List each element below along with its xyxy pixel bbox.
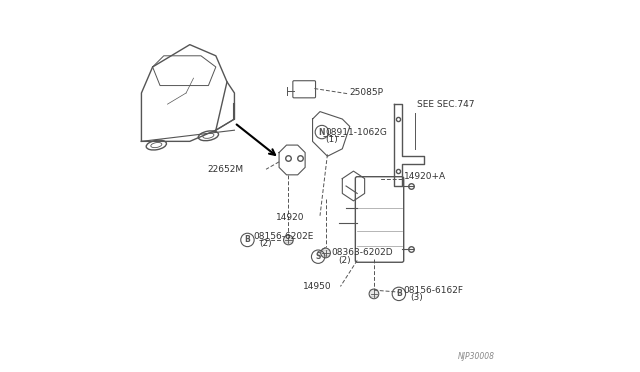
Text: 14920+A: 14920+A [404, 172, 446, 181]
Text: (2): (2) [260, 239, 273, 248]
Text: 22652M: 22652M [207, 165, 244, 174]
Text: 08156-6162F: 08156-6162F [404, 286, 464, 295]
Text: (1): (1) [326, 135, 339, 144]
Text: 08156-6202E: 08156-6202E [253, 232, 314, 241]
Text: (2): (2) [338, 256, 351, 265]
Text: S: S [316, 252, 321, 261]
Text: 08363-6202D: 08363-6202D [331, 248, 393, 257]
Text: 14950: 14950 [303, 282, 331, 291]
Text: N: N [319, 128, 325, 137]
Text: 08911-1062G: 08911-1062G [326, 128, 387, 137]
Text: B: B [396, 289, 402, 298]
Text: 14920: 14920 [276, 213, 305, 222]
Text: (3): (3) [410, 293, 423, 302]
Text: NJP30008: NJP30008 [458, 352, 495, 361]
Text: B: B [244, 235, 250, 244]
Text: SEE SEC.747: SEE SEC.747 [417, 100, 475, 109]
Text: 25085P: 25085P [349, 88, 384, 97]
